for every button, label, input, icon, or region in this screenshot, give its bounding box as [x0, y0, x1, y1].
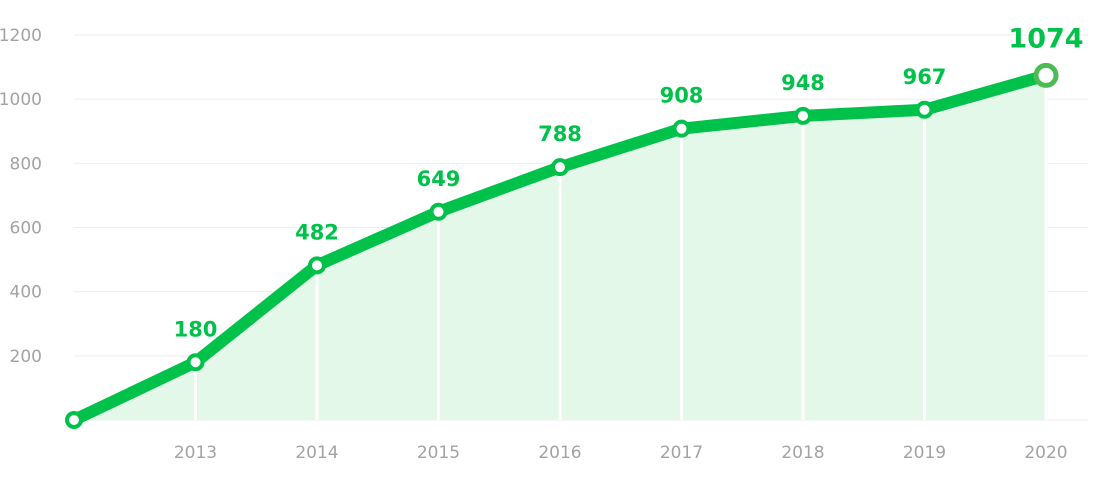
y-tick-label: 1000	[0, 90, 42, 110]
data-point	[65, 411, 83, 429]
x-tick-label: 2016	[538, 443, 581, 463]
x-tick-label: 2014	[295, 443, 338, 463]
x-tick-label: 2015	[417, 443, 460, 463]
data-label: 649	[417, 167, 461, 191]
y-tick-label: 600	[10, 219, 42, 239]
data-label: 948	[781, 71, 825, 95]
data-labels: 180 482 649 788 908 948 967 1074	[174, 23, 1084, 341]
x-axis: 2013 2014 2015 2016 2017 2018 2019 2020	[174, 443, 1068, 463]
data-point	[429, 202, 448, 221]
data-label: 482	[295, 220, 339, 244]
x-tick-label: 2013	[174, 443, 217, 463]
data-points	[65, 62, 1059, 429]
x-tick-label: 2020	[1024, 443, 1067, 463]
data-label: 908	[660, 84, 704, 108]
data-label: 788	[538, 122, 582, 146]
x-tick-label: 2017	[660, 443, 703, 463]
drop-lines	[194, 75, 1048, 420]
data-point	[308, 256, 326, 275]
y-tick-label: 800	[10, 154, 42, 174]
data-label: 1074	[1008, 23, 1083, 54]
data-point	[1033, 62, 1059, 88]
data-point	[915, 100, 934, 119]
data-label: 180	[174, 317, 218, 341]
x-tick-label: 2018	[781, 443, 824, 463]
data-point	[551, 158, 569, 177]
data-label: 967	[903, 65, 947, 89]
x-tick-label: 2019	[903, 443, 946, 463]
y-tick-label: 200	[10, 347, 42, 367]
y-tick-label: 1200	[0, 26, 42, 46]
y-tick-label: 400	[10, 283, 42, 303]
data-point	[672, 119, 691, 138]
y-axis: 200 400 600 800 1000 1200	[0, 26, 42, 367]
data-point	[794, 106, 812, 125]
data-point	[186, 353, 205, 372]
